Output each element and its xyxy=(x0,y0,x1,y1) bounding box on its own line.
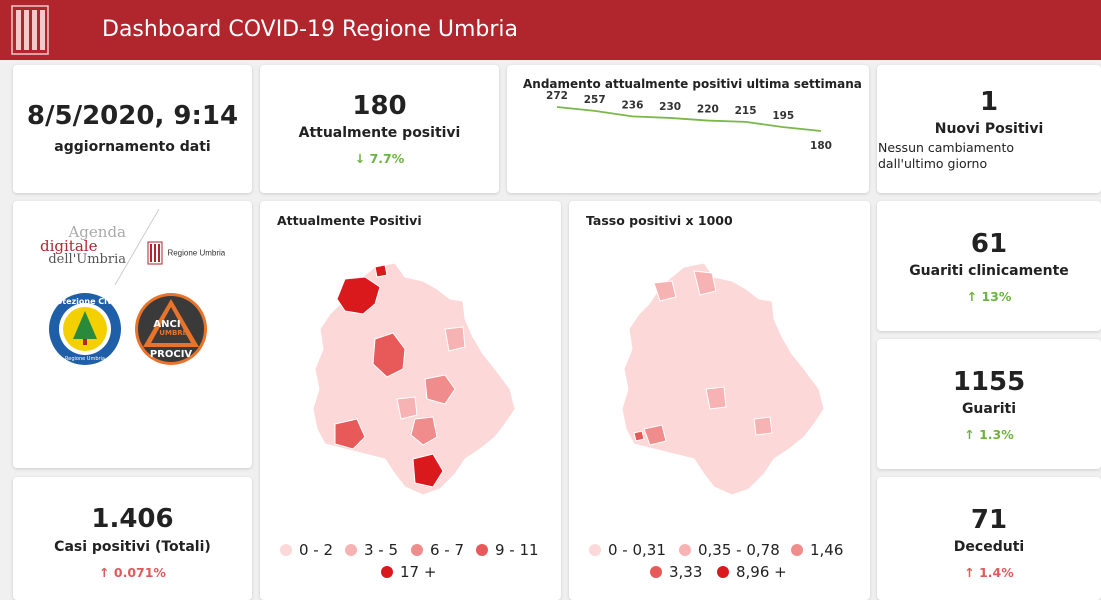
attualmente-positivi-trend: ↓ 7.7% xyxy=(260,151,499,166)
regione-umbria-logo: Regione Umbria xyxy=(147,241,225,265)
arrow-up-icon: ↑ xyxy=(964,565,975,580)
deceduti-trend: ↑ 1.4% xyxy=(877,565,1101,580)
data-label: 195 xyxy=(772,110,794,122)
trend-value: 1.3% xyxy=(979,427,1014,442)
update-label: aggiornamento dati xyxy=(54,139,211,155)
deceduti-label: Deceduti xyxy=(953,539,1025,555)
guariti-clinicamente-card: 61 Guariti clinicamente ↑ 13% xyxy=(877,201,1101,331)
guariti-clinicamente-label: Guariti clinicamente xyxy=(909,263,1069,279)
protezione-civile-logo: Protezione Civile Regione Umbria xyxy=(47,293,123,365)
page-title: Dashboard COVID-19 Regione Umbria xyxy=(102,17,519,42)
legend-item: 0,35 - 0,78 xyxy=(679,541,780,559)
prociv-text: PROCIV xyxy=(150,349,193,360)
legend-item: 3,33 xyxy=(650,563,702,581)
weekly-line-chart: 272 257 236 230 220 215 195 180 xyxy=(546,90,832,152)
trend-value: 1.4% xyxy=(979,565,1014,580)
legend-item: 8,96 + xyxy=(717,563,787,581)
nuovi-positivi-label: Nuovi Positivi xyxy=(934,121,1044,137)
legend-item: 0 - 0,31 xyxy=(589,541,666,559)
deceduti-card: 71 Deceduti ↑ 1.4% xyxy=(877,477,1101,600)
agenda-digitale-logo: Agenda digitale dell'Umbria xyxy=(40,223,126,267)
legend-item: 9 - 11 xyxy=(476,541,539,559)
map-positivi-card: Attualmente Positivi 0 - 2 3 - 5 6 - 7 9… xyxy=(260,201,561,600)
umbria-tasso-map[interactable] xyxy=(614,259,829,499)
guariti-value: 1155 xyxy=(952,367,1026,397)
attualmente-positivi-value: 180 xyxy=(352,91,407,121)
header-bar: Dashboard COVID-19 Regione Umbria xyxy=(0,0,1101,60)
trend-value: 0.071% xyxy=(113,565,166,580)
map-positivi-title: Attualmente Positivi xyxy=(277,213,422,228)
data-label: 257 xyxy=(584,94,606,106)
data-label: 230 xyxy=(659,101,681,113)
anci-umbria-prociv-logo: ANCI UMBRIA PROCIV xyxy=(135,293,207,365)
legend-item: 1,46 xyxy=(791,541,843,559)
casi-totali-value: 1.406 xyxy=(91,504,174,534)
map-tasso-card: Tasso positivi x 1000 0 - 0,31 0,35 - 0,… xyxy=(569,201,870,600)
update-card: 8/5/2020, 9:14 aggiornamento dati xyxy=(13,65,252,193)
guariti-clinicamente-trend: ↑ 13% xyxy=(877,289,1101,304)
update-datetime: 8/5/2020, 9:14 xyxy=(26,101,239,131)
attualmente-positivi-card: 180 Attualmente positivi ↓ 7.7% xyxy=(260,65,499,193)
protezione-civile-sub: Regione Umbria xyxy=(65,356,105,362)
deceduti-value: 71 xyxy=(970,505,1008,535)
divider-line xyxy=(114,208,160,286)
map-positivi-legend: 0 - 2 3 - 5 6 - 7 9 - 11 17 + xyxy=(260,541,561,593)
nuovi-positivi-note: Nessun cambiamento dall'ultimo giorno xyxy=(878,140,1014,171)
arrow-up-icon: ↑ xyxy=(966,289,978,304)
data-label: 272 xyxy=(546,90,568,102)
protezione-civile-text: Protezione Civile xyxy=(47,297,123,306)
legend-item: 17 + xyxy=(381,563,436,581)
nuovi-positivi-value: 1 xyxy=(979,87,999,117)
chart-title: Andamento attualmente positivi ultima se… xyxy=(523,77,862,91)
arrow-up-icon: ↑ xyxy=(964,427,975,442)
series-line xyxy=(556,106,822,132)
casi-totali-trend: ↑ 0.071% xyxy=(13,565,252,580)
guariti-trend: ↑ 1.3% xyxy=(877,427,1101,442)
regione-columns-icon xyxy=(147,241,163,265)
umbria-positivi-map[interactable] xyxy=(305,259,520,499)
anci-umbria-text: UMBRIA xyxy=(159,329,191,337)
weekly-chart-card: Andamento attualmente positivi ultima se… xyxy=(507,65,869,193)
casi-totali-label: Casi positivi (Totali) xyxy=(54,539,211,555)
guariti-card: 1155 Guariti ↑ 1.3% xyxy=(877,339,1101,469)
nuovi-positivi-card: 1 Nuovi Positivi Nessun cambiamento dall… xyxy=(877,65,1101,193)
trend-value: 13% xyxy=(981,289,1012,304)
legend-item: 3 - 5 xyxy=(345,541,398,559)
legend-item: 0 - 2 xyxy=(280,541,333,559)
casi-totali-card: 1.406 Casi positivi (Totali) ↑ 0.071% xyxy=(13,477,252,600)
arrow-up-icon: ↑ xyxy=(99,565,110,580)
guariti-label: Guariti xyxy=(961,401,1017,417)
logos-card: Agenda digitale dell'Umbria Regione Umbr… xyxy=(13,201,252,468)
map-tasso-title: Tasso positivi x 1000 xyxy=(586,213,733,228)
umbria-columns-icon xyxy=(11,5,49,55)
data-label: 215 xyxy=(735,105,757,117)
attualmente-positivi-label: Attualmente positivi xyxy=(298,125,461,141)
guariti-clinicamente-value: 61 xyxy=(970,229,1008,259)
map-tasso-legend: 0 - 0,31 0,35 - 0,78 1,46 3,33 8,96 + xyxy=(569,541,870,593)
arrow-down-icon: ↓ xyxy=(354,151,366,166)
trend-value: 7.7% xyxy=(369,151,405,166)
data-label: 180 xyxy=(810,140,832,152)
data-label: 236 xyxy=(621,99,643,111)
anci-text: ANCI xyxy=(153,319,180,330)
data-label: 220 xyxy=(697,104,719,116)
legend-item: 6 - 7 xyxy=(411,541,464,559)
